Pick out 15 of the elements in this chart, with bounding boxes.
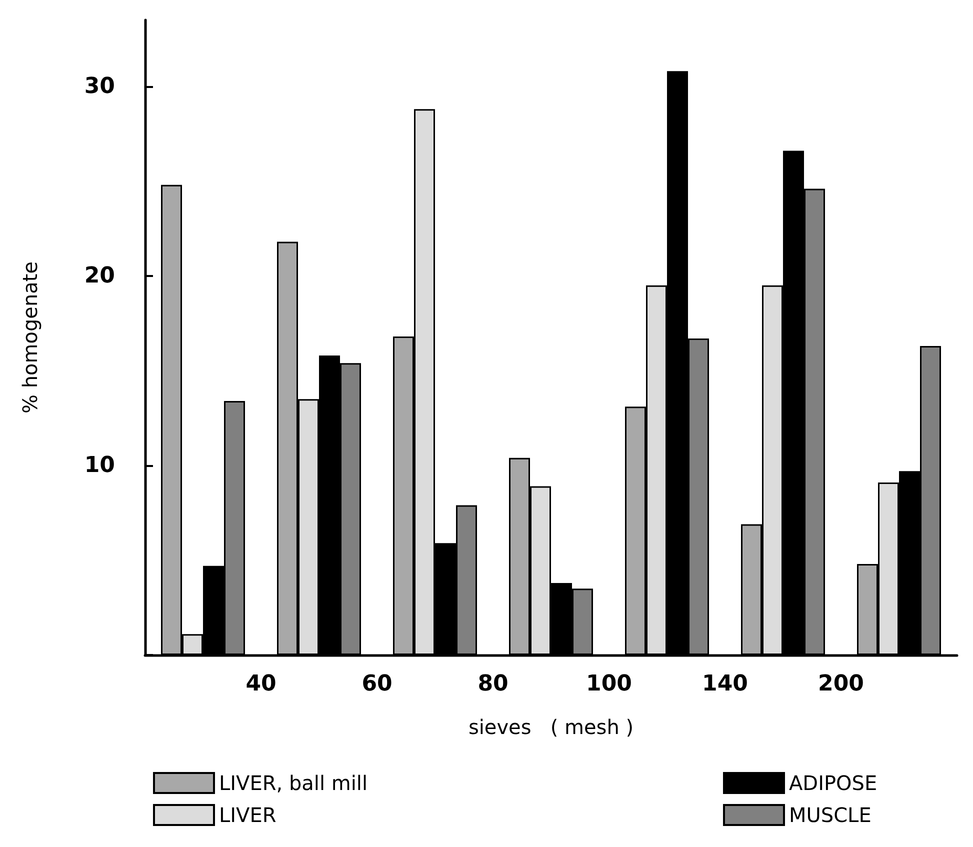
y-tick-label: 20 [84, 263, 115, 288]
x-axis-title: sieves ( mesh ) [468, 715, 634, 739]
y-tick-label: 10 [84, 452, 115, 478]
text: 140 [702, 672, 748, 696]
text: 40 [246, 672, 276, 696]
text: 100 [586, 672, 632, 696]
legend-label: ADIPOSE [789, 771, 878, 795]
legend-label: LIVER, ball mill [219, 771, 368, 795]
text: 60 [362, 672, 392, 696]
legend-label: LIVER [219, 803, 276, 827]
y-tick-label: 30 [84, 74, 115, 99]
text: 200 [818, 672, 864, 696]
text: 80 [478, 672, 508, 696]
legend-label: MUSCLE [789, 803, 872, 827]
y-axis-title: % homogenate [18, 261, 42, 414]
